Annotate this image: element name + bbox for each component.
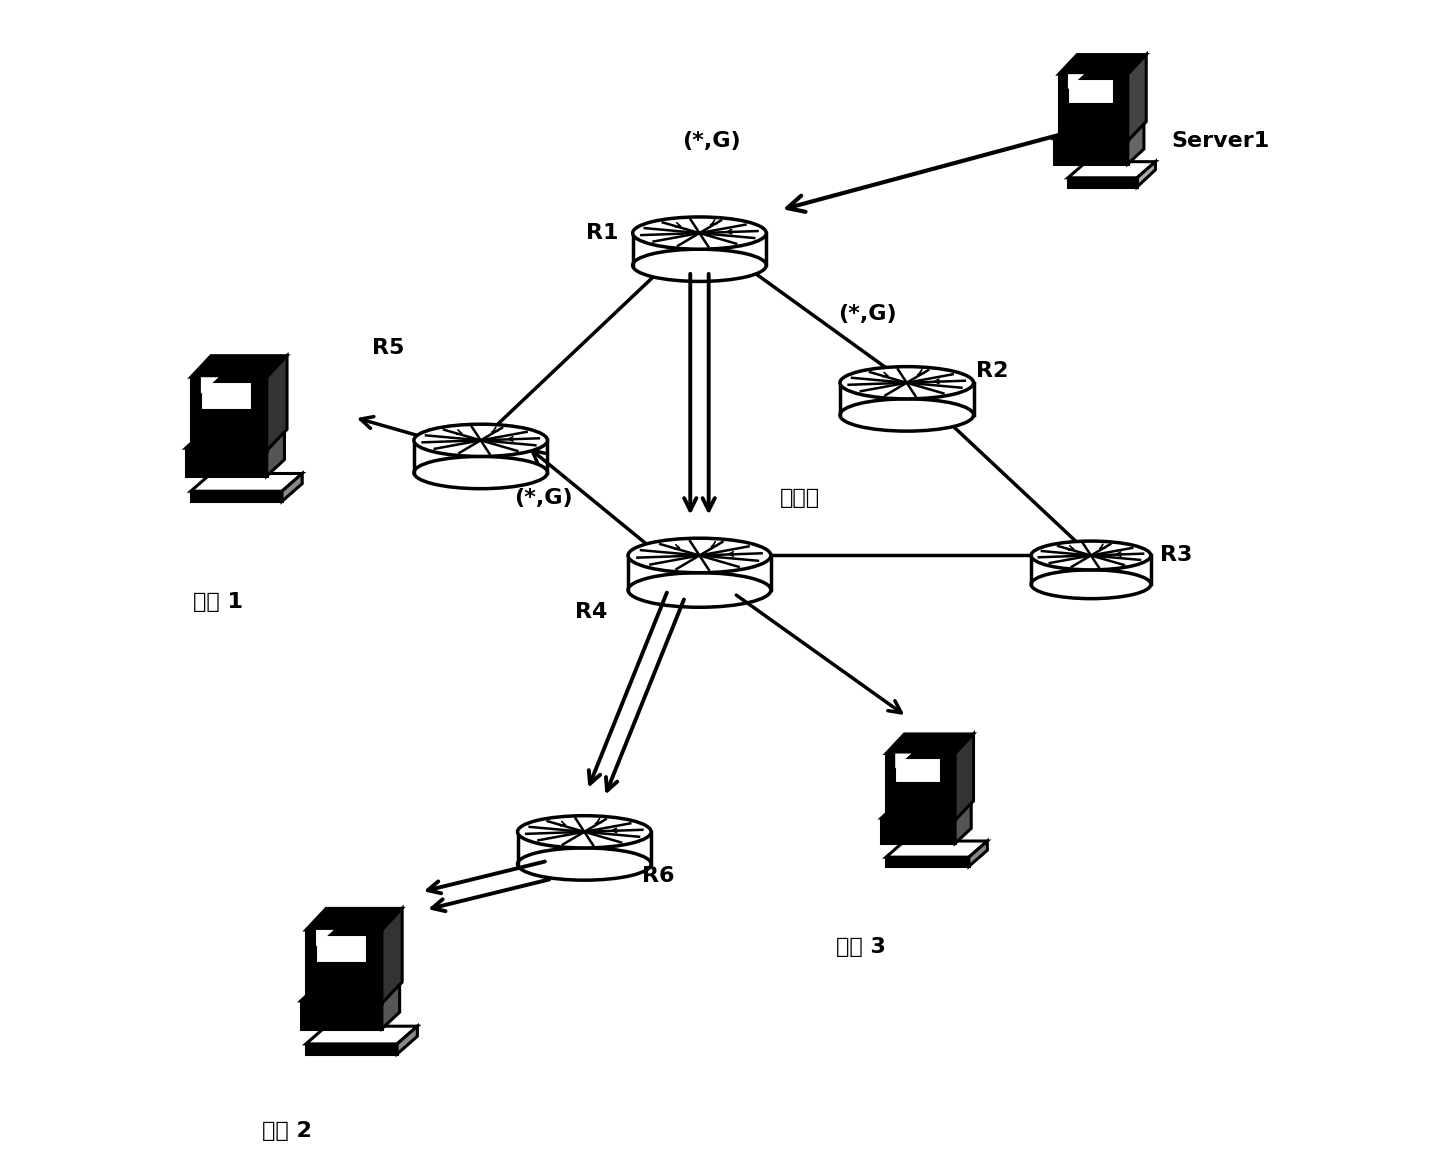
Polygon shape [1059, 74, 1127, 141]
Polygon shape [886, 857, 970, 867]
Text: R1: R1 [587, 223, 618, 243]
Polygon shape [1053, 139, 1127, 164]
Polygon shape [1127, 124, 1144, 164]
Text: R2: R2 [975, 361, 1009, 382]
Polygon shape [1137, 162, 1156, 187]
Polygon shape [316, 930, 334, 946]
Polygon shape [282, 473, 302, 501]
Polygon shape [955, 803, 971, 843]
Ellipse shape [840, 367, 974, 399]
Text: (*,G): (*,G) [838, 303, 896, 324]
Polygon shape [896, 758, 941, 783]
Polygon shape [201, 382, 251, 411]
Ellipse shape [633, 249, 766, 281]
Polygon shape [1068, 178, 1137, 187]
Ellipse shape [413, 425, 548, 457]
Ellipse shape [840, 399, 974, 432]
Polygon shape [517, 832, 652, 864]
Polygon shape [306, 1026, 418, 1044]
Text: 主机 3: 主机 3 [835, 937, 886, 957]
Polygon shape [1127, 54, 1146, 141]
Text: R5: R5 [373, 338, 405, 359]
Ellipse shape [1032, 541, 1150, 570]
Polygon shape [306, 1044, 397, 1054]
Ellipse shape [517, 848, 652, 880]
Polygon shape [191, 492, 282, 501]
Text: 主机 1: 主机 1 [192, 591, 243, 612]
Ellipse shape [517, 816, 652, 848]
Polygon shape [381, 908, 402, 1003]
Polygon shape [881, 803, 971, 818]
Polygon shape [886, 753, 955, 820]
Text: 汇聚点: 汇聚点 [780, 488, 821, 508]
Ellipse shape [413, 457, 548, 488]
Polygon shape [186, 448, 267, 476]
Polygon shape [955, 734, 974, 820]
Ellipse shape [1032, 570, 1150, 598]
Text: (*,G): (*,G) [514, 488, 572, 508]
Text: R4: R4 [575, 602, 607, 621]
Polygon shape [1032, 555, 1150, 584]
Polygon shape [306, 908, 402, 930]
Polygon shape [306, 930, 381, 1003]
Polygon shape [633, 233, 766, 265]
Polygon shape [881, 818, 955, 843]
Polygon shape [886, 841, 987, 857]
Polygon shape [397, 1026, 418, 1054]
Polygon shape [191, 355, 288, 377]
Ellipse shape [629, 538, 770, 573]
Text: 主机 2: 主机 2 [262, 1121, 312, 1141]
Polygon shape [1068, 162, 1156, 178]
Polygon shape [1068, 74, 1084, 89]
Polygon shape [896, 753, 912, 768]
Polygon shape [267, 355, 288, 451]
Polygon shape [301, 1001, 381, 1029]
Polygon shape [191, 377, 267, 451]
Polygon shape [629, 555, 770, 590]
Text: R6: R6 [642, 867, 675, 886]
Polygon shape [191, 473, 302, 492]
Polygon shape [413, 441, 548, 472]
Polygon shape [201, 377, 218, 393]
Polygon shape [840, 383, 974, 415]
Polygon shape [316, 935, 367, 963]
Polygon shape [1053, 124, 1144, 139]
Ellipse shape [629, 573, 770, 607]
Polygon shape [186, 432, 285, 448]
Polygon shape [301, 985, 400, 1001]
Ellipse shape [633, 218, 766, 249]
Polygon shape [970, 841, 987, 867]
Text: Server1: Server1 [1172, 131, 1270, 150]
Polygon shape [267, 432, 285, 476]
Polygon shape [1068, 79, 1114, 104]
Text: (*,G): (*,G) [682, 131, 740, 150]
Polygon shape [886, 734, 974, 753]
Polygon shape [1059, 54, 1146, 74]
Text: R3: R3 [1160, 545, 1192, 566]
Polygon shape [381, 985, 400, 1029]
